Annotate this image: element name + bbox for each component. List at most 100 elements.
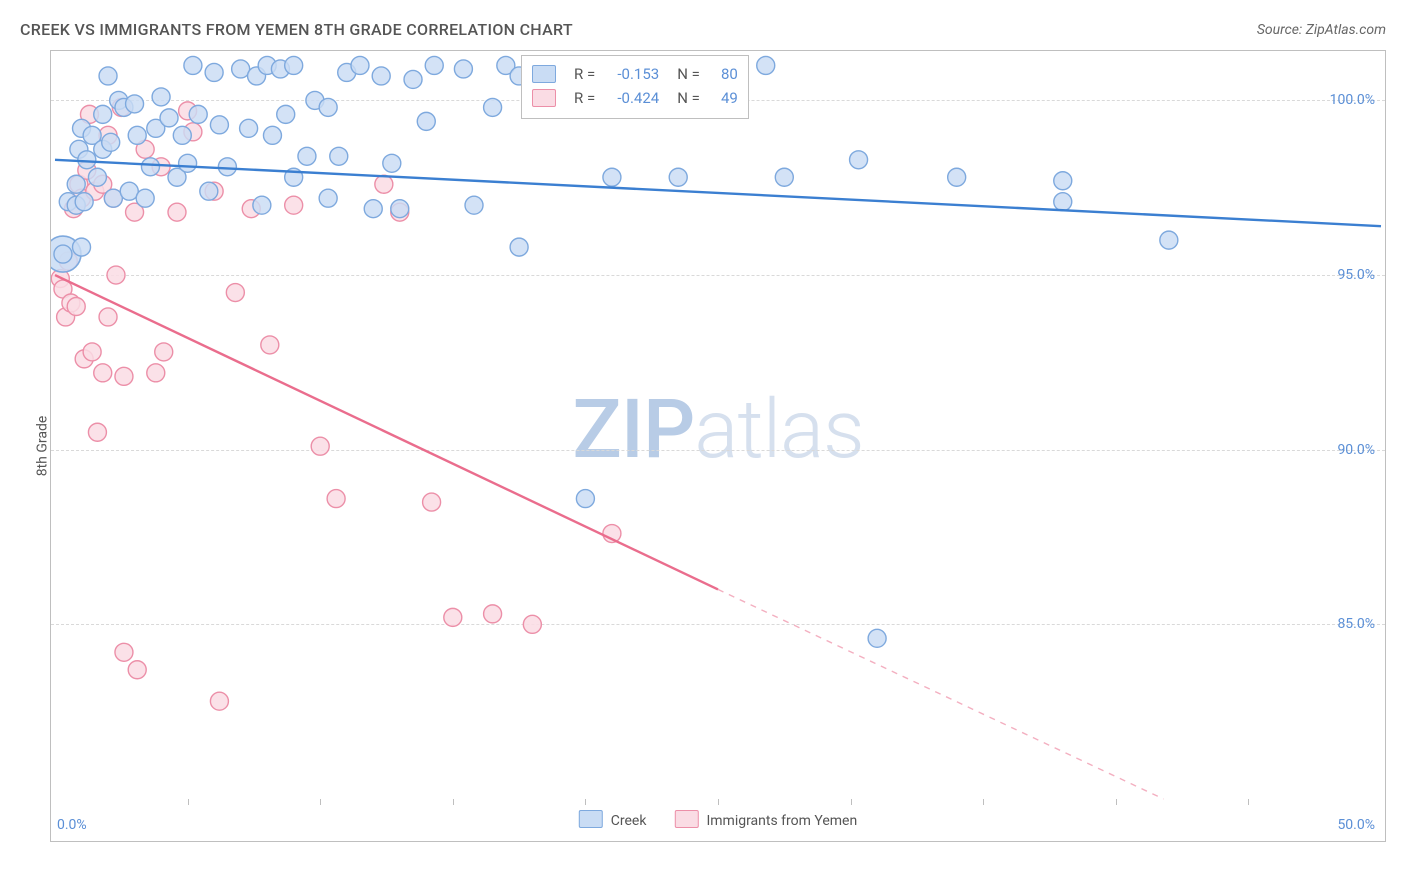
scatter-point-a xyxy=(277,105,295,123)
scatter-point-a xyxy=(285,56,303,74)
scatter-point-b xyxy=(226,284,244,302)
scatter-point-a xyxy=(128,126,146,144)
scatter-point-a xyxy=(351,56,369,74)
scatter-point-b xyxy=(285,196,303,214)
scatter-point-a xyxy=(205,63,223,81)
scatter-point-b xyxy=(88,423,106,441)
scatter-point-a xyxy=(372,67,390,85)
scatter-point-a xyxy=(263,126,281,144)
scatter-point-a xyxy=(1160,231,1178,249)
stats-row-b: R = -0.424 N = 49 xyxy=(532,86,738,110)
scatter-point-a xyxy=(391,200,409,218)
scatter-point-a xyxy=(319,189,337,207)
y-axis-label: 8th Grade xyxy=(34,416,50,477)
scatter-point-a xyxy=(775,168,793,186)
legend-swatch-a xyxy=(579,810,603,828)
scatter-point-a xyxy=(948,168,966,186)
scatter-point-a xyxy=(330,147,348,165)
scatter-point-a xyxy=(78,151,96,169)
scatter-point-a xyxy=(404,70,422,88)
scatter-point-b xyxy=(311,437,329,455)
scatter-point-a xyxy=(319,98,337,116)
legend-bottom: Creek Immigrants from Yemen xyxy=(579,810,857,829)
scatter-point-a xyxy=(510,238,528,256)
scatter-point-a xyxy=(576,490,594,508)
scatter-point-b xyxy=(128,661,146,679)
scatter-point-b xyxy=(261,336,279,354)
scatter-point-b xyxy=(327,490,345,508)
scatter-point-b xyxy=(115,367,133,385)
scatter-point-b xyxy=(67,297,85,315)
legend-item-b: Immigrants from Yemen xyxy=(674,810,857,829)
scatter-point-a xyxy=(850,151,868,169)
legend-label-a: Creek xyxy=(611,813,647,829)
scatter-point-b xyxy=(523,615,541,633)
scatter-point-b xyxy=(107,266,125,284)
scatter-point-a xyxy=(1054,172,1072,190)
scatter-point-a xyxy=(253,196,271,214)
scatter-point-b xyxy=(375,175,393,193)
scatter-point-a xyxy=(417,112,435,130)
scatter-point-b xyxy=(83,343,101,361)
scatter-point-a xyxy=(484,98,502,116)
scatter-point-a xyxy=(54,245,72,263)
regression-line-b-solid xyxy=(55,275,718,589)
scatter-point-a xyxy=(99,67,117,85)
stats-n-label-a: N = xyxy=(677,62,700,86)
title-bar: CREEK VS IMMIGRANTS FROM YEMEN 8TH GRADE… xyxy=(20,20,1386,44)
scatter-point-b xyxy=(115,643,133,661)
scatter-point-a xyxy=(454,60,472,78)
scatter-point-a xyxy=(298,147,316,165)
scatter-point-b xyxy=(423,493,441,511)
stats-r-b: -0.424 xyxy=(605,86,659,110)
scatter-point-a xyxy=(603,168,621,186)
x-tick-label-left: 0.0% xyxy=(57,817,87,833)
legend-label-b: Immigrants from Yemen xyxy=(706,813,857,829)
stats-n-label-b: N = xyxy=(677,86,700,110)
stats-swatch-a xyxy=(532,65,556,83)
scatter-point-b xyxy=(444,608,462,626)
chart-title: CREEK VS IMMIGRANTS FROM YEMEN 8TH GRADE… xyxy=(20,20,573,39)
scatter-point-a xyxy=(210,116,228,134)
scatter-point-a xyxy=(757,56,775,74)
plot-frame: ZIPatlas 85.0%90.0%95.0%100.0% R = -0.15… xyxy=(50,50,1386,842)
stats-r-label-b: R = xyxy=(574,86,595,110)
stats-r-a: -0.153 xyxy=(605,62,659,86)
scatter-point-b xyxy=(147,364,165,382)
scatter-point-a xyxy=(67,175,85,193)
scatter-point-a xyxy=(189,105,207,123)
scatter-point-a xyxy=(425,56,443,74)
scatter-point-a xyxy=(1054,193,1072,211)
x-tick-label-right: 50.0% xyxy=(1337,817,1375,833)
stats-n-b: 49 xyxy=(710,86,738,110)
scatter-point-a xyxy=(136,189,154,207)
scatter-point-b xyxy=(94,364,112,382)
scatter-point-a xyxy=(73,238,91,256)
stats-swatch-b xyxy=(532,89,556,107)
scatter-point-a xyxy=(218,158,236,176)
source-label: Source: ZipAtlas.com xyxy=(1257,22,1386,38)
scatter-point-a xyxy=(88,168,106,186)
scatter-point-a xyxy=(94,105,112,123)
scatter-point-a xyxy=(160,109,178,127)
scatter-point-a xyxy=(75,193,93,211)
scatter-point-a xyxy=(152,88,170,106)
stats-r-label-a: R = xyxy=(574,62,595,86)
scatter-point-a xyxy=(184,56,202,74)
scatter-point-a xyxy=(364,200,382,218)
scatter-point-b xyxy=(155,343,173,361)
root: CREEK VS IMMIGRANTS FROM YEMEN 8TH GRADE… xyxy=(0,0,1406,892)
scatter-point-a xyxy=(126,95,144,113)
stats-box: R = -0.153 N = 80 R = -0.424 N = 49 xyxy=(521,55,749,119)
legend-item-a: Creek xyxy=(579,810,647,829)
scatter-point-a xyxy=(179,154,197,172)
scatter-point-a xyxy=(141,158,159,176)
scatter-point-b xyxy=(99,308,117,326)
scatter-point-a xyxy=(240,119,258,137)
scatter-point-a xyxy=(200,182,218,200)
scatter-point-a xyxy=(173,126,191,144)
legend-swatch-b xyxy=(674,810,698,828)
scatter-point-b xyxy=(210,692,228,710)
scatter-point-a xyxy=(868,629,886,647)
stats-n-a: 80 xyxy=(710,62,738,86)
